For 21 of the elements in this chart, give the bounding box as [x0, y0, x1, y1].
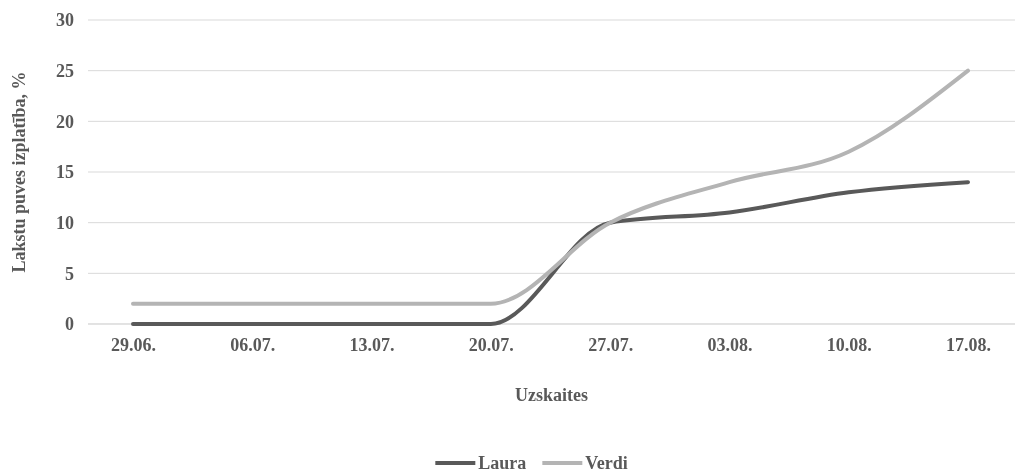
y-tick-label: 20: [56, 111, 74, 132]
x-tick-label: 03.08.: [707, 334, 753, 355]
y-tick-label: 15: [56, 162, 74, 183]
x-axis-title: Uzskaites: [515, 385, 588, 405]
y-axis-title: Lakstu puves izplatība, %: [9, 71, 29, 273]
y-tick-label: 0: [65, 314, 74, 335]
y-tick-label: 5: [65, 263, 74, 284]
legend-label: Verdi: [585, 453, 628, 473]
legend-label: Laura: [478, 453, 527, 473]
x-tick-label: 20.07.: [468, 334, 514, 355]
x-tick-label: 13.07.: [349, 334, 395, 355]
line-series: [131, 180, 970, 326]
x-tick-label: 10.08.: [826, 334, 872, 355]
line-series: [131, 68, 970, 306]
x-tick-label: 17.08.: [946, 334, 991, 355]
x-tick-label: 29.06.: [111, 334, 156, 355]
y-tick-label: 10: [56, 212, 74, 233]
x-tick-label: 27.07.: [588, 334, 634, 355]
y-tick-label: 30: [56, 10, 74, 31]
x-tick-label: 06.07.: [230, 334, 276, 355]
y-tick-label: 25: [56, 60, 74, 81]
